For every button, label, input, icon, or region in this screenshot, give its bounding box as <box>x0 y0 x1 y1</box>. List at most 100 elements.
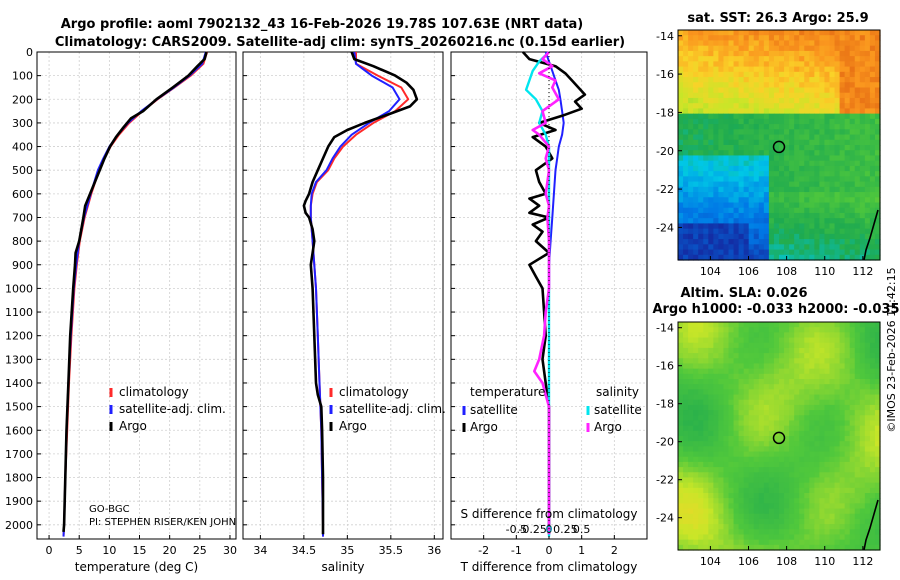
map-cell <box>834 353 841 359</box>
map-cell <box>683 35 689 42</box>
map-cell <box>768 461 775 468</box>
map-cell <box>854 347 861 354</box>
map-cell <box>718 441 725 447</box>
map-cell <box>834 254 841 261</box>
map-cell <box>794 129 800 136</box>
y-tick-label: 600 <box>12 188 33 201</box>
map-cell <box>864 539 871 546</box>
map-cell <box>703 254 709 261</box>
map-cell <box>799 353 805 359</box>
map-cell <box>698 45 704 52</box>
map-cell <box>698 223 704 230</box>
map-cell <box>703 233 709 240</box>
map-x-tick-label: 110 <box>814 265 835 278</box>
map-cell <box>773 446 780 453</box>
map-cell <box>779 87 785 94</box>
map-cell <box>784 197 790 204</box>
map-cell <box>794 150 800 157</box>
map-cell <box>743 50 750 57</box>
map-cell <box>784 389 790 396</box>
map-y-tick-label: -22 <box>656 474 674 487</box>
map-cell <box>728 171 735 177</box>
map-cell <box>854 513 861 520</box>
map-cell <box>693 239 699 245</box>
map-cell <box>748 446 755 453</box>
map-cell <box>743 482 750 489</box>
map-cell <box>713 192 719 198</box>
map-cell <box>844 529 851 536</box>
map-cell <box>693 518 699 525</box>
map-cell <box>819 327 826 333</box>
map-cell <box>723 446 730 453</box>
map-cell <box>869 358 876 365</box>
map-cell <box>839 513 846 520</box>
map-cell <box>799 493 805 499</box>
map-cell <box>824 498 831 504</box>
map-cell <box>829 50 836 57</box>
map-cell <box>804 493 810 499</box>
map-cell <box>784 518 790 525</box>
map-cell <box>698 118 704 125</box>
map-cell <box>874 327 881 333</box>
map-cell <box>824 212 831 219</box>
map-cell <box>789 534 795 541</box>
map-cell <box>763 446 770 453</box>
map-cell <box>688 451 694 458</box>
map-cell <box>698 322 704 328</box>
map-cell <box>824 508 831 515</box>
map-cell <box>743 150 750 157</box>
map-cell <box>784 493 790 499</box>
map-cell <box>814 451 820 458</box>
map-cell <box>824 40 831 47</box>
map-cell <box>733 207 740 214</box>
map-cell <box>804 451 810 458</box>
map-cell <box>738 379 745 385</box>
map-cell <box>819 92 826 99</box>
map-cell <box>708 399 714 406</box>
map-cell <box>864 249 871 256</box>
map-cell <box>799 503 805 510</box>
map-cell <box>814 223 820 230</box>
map-cell <box>713 451 719 458</box>
map-cell <box>829 404 836 411</box>
map-cell <box>753 103 760 110</box>
map-cell <box>789 347 795 354</box>
map-cell <box>748 40 755 47</box>
map-cell <box>718 82 725 89</box>
map-cell <box>758 197 765 204</box>
map-cell <box>718 384 725 390</box>
map-cell <box>804 482 810 489</box>
map-cell <box>869 35 876 42</box>
map-cell <box>698 244 704 251</box>
map-cell <box>708 165 714 172</box>
map-cell <box>718 410 725 416</box>
map-cell <box>728 45 735 52</box>
map-cell <box>683 477 689 484</box>
map-cell <box>773 425 780 432</box>
map-cell <box>779 30 785 36</box>
map-cell <box>753 35 760 42</box>
map-cell <box>859 249 866 256</box>
map-cell <box>849 71 856 78</box>
map-cell <box>738 160 745 167</box>
map-cell <box>758 223 765 230</box>
map-cell <box>718 524 725 530</box>
map-x-tick-label: 112 <box>852 265 873 278</box>
map-cell <box>809 118 815 125</box>
map-cell <box>804 342 810 349</box>
map-cell <box>794 446 800 453</box>
map-cell <box>829 399 836 406</box>
map-cell <box>779 212 785 219</box>
map-cell <box>864 451 871 458</box>
map-cell <box>728 87 735 94</box>
map-cell <box>819 233 826 240</box>
map-cell <box>794 61 800 68</box>
map-cell <box>819 513 826 520</box>
map-cell <box>708 129 714 136</box>
map-cell <box>824 192 831 198</box>
map-cell <box>799 337 805 344</box>
map-cell <box>854 87 861 94</box>
map-cell <box>693 384 699 390</box>
map-cell <box>824 539 831 546</box>
map-cell <box>683 472 689 479</box>
